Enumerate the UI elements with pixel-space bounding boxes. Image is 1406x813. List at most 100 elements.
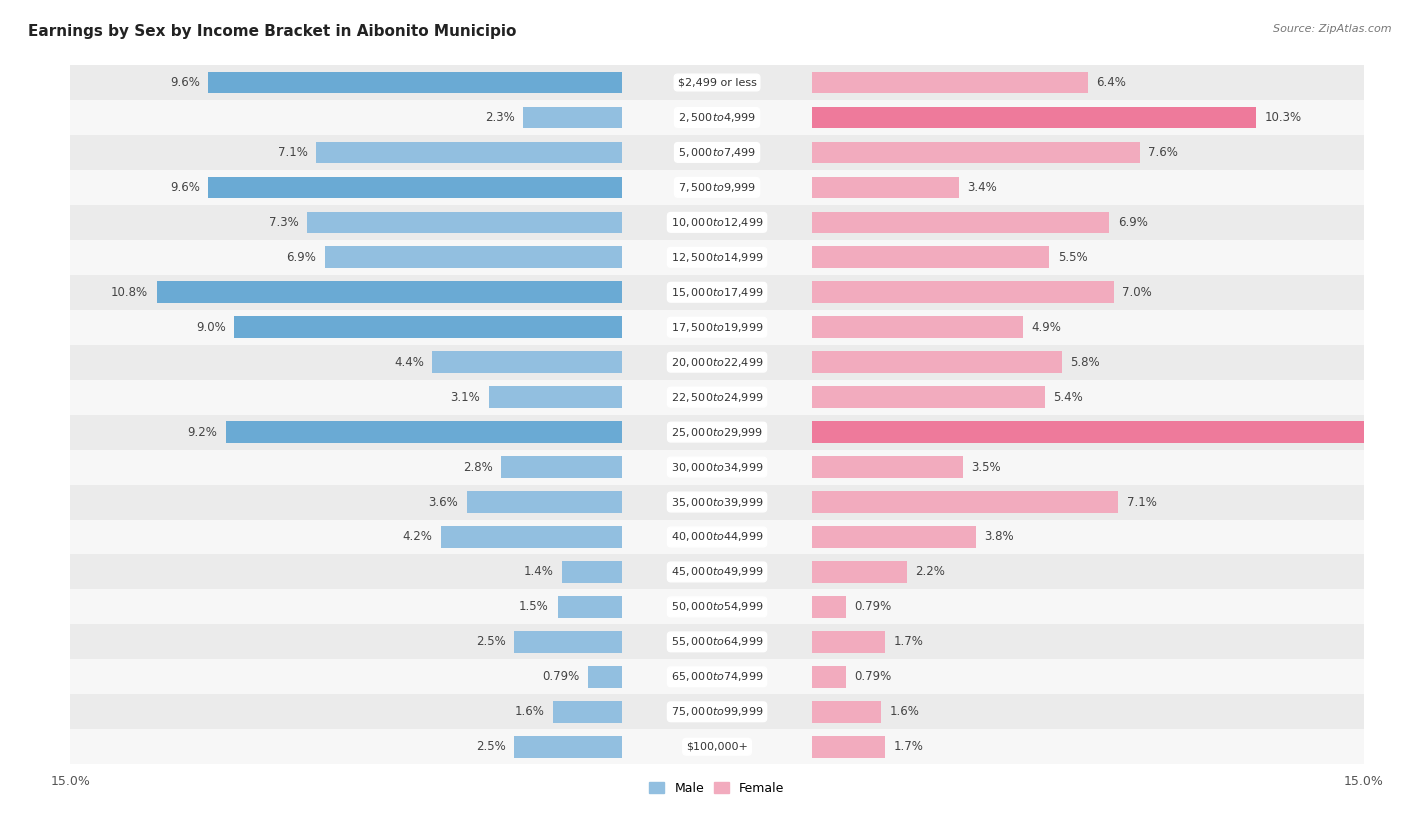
Bar	[70, 485, 1364, 520]
Bar	[811, 316, 1024, 338]
Bar	[515, 631, 623, 653]
Text: 6.9%: 6.9%	[1118, 216, 1147, 228]
Text: Earnings by Sex by Income Bracket in Aibonito Municipio: Earnings by Sex by Income Bracket in Aib…	[28, 24, 516, 39]
Bar	[308, 211, 623, 233]
Bar	[811, 491, 1118, 513]
Bar	[811, 666, 846, 688]
Text: $100,000+: $100,000+	[686, 741, 748, 752]
Bar	[208, 176, 623, 198]
Bar	[811, 246, 1049, 268]
Bar	[811, 281, 1114, 303]
Bar	[811, 701, 882, 723]
Bar	[467, 491, 623, 513]
Text: 7.3%: 7.3%	[269, 216, 299, 228]
Bar	[70, 310, 1364, 345]
Bar	[811, 141, 1140, 163]
Text: 6.9%: 6.9%	[287, 251, 316, 263]
Text: 4.4%: 4.4%	[394, 356, 423, 368]
Text: 5.5%: 5.5%	[1057, 251, 1087, 263]
Text: 9.6%: 9.6%	[170, 76, 200, 89]
Text: 2.5%: 2.5%	[477, 741, 506, 753]
Bar	[70, 589, 1364, 624]
Bar	[811, 107, 1256, 128]
Bar	[70, 275, 1364, 310]
Text: 0.79%: 0.79%	[855, 601, 891, 613]
Bar	[70, 240, 1364, 275]
Text: 9.2%: 9.2%	[187, 426, 217, 438]
Bar	[562, 561, 623, 583]
Text: $75,000 to $99,999: $75,000 to $99,999	[671, 706, 763, 718]
Bar	[523, 107, 623, 128]
Bar	[235, 316, 623, 338]
Bar	[433, 351, 623, 373]
Bar	[811, 526, 976, 548]
Text: 6.4%: 6.4%	[1097, 76, 1126, 89]
Text: $65,000 to $74,999: $65,000 to $74,999	[671, 671, 763, 683]
Text: $40,000 to $44,999: $40,000 to $44,999	[671, 531, 763, 543]
Text: 3.5%: 3.5%	[972, 461, 1001, 473]
Text: 1.4%: 1.4%	[523, 566, 553, 578]
Bar	[70, 65, 1364, 100]
Bar	[70, 135, 1364, 170]
Text: 5.4%: 5.4%	[1053, 391, 1083, 403]
Text: 4.2%: 4.2%	[402, 531, 433, 543]
Bar	[70, 450, 1364, 485]
Text: $12,500 to $14,999: $12,500 to $14,999	[671, 251, 763, 263]
Bar	[70, 520, 1364, 554]
Bar	[811, 211, 1109, 233]
Bar	[70, 380, 1364, 415]
Bar	[156, 281, 623, 303]
Text: 1.7%: 1.7%	[894, 636, 924, 648]
Text: 4.9%: 4.9%	[1032, 321, 1062, 333]
Bar	[553, 701, 623, 723]
Legend: Male, Female: Male, Female	[644, 777, 790, 800]
Bar	[70, 729, 1364, 764]
Text: 7.0%: 7.0%	[1122, 286, 1152, 298]
Bar	[811, 631, 886, 653]
Bar	[488, 386, 623, 408]
Bar	[811, 561, 907, 583]
Bar	[225, 421, 623, 443]
Text: $2,500 to $4,999: $2,500 to $4,999	[678, 111, 756, 124]
Text: 10.3%: 10.3%	[1264, 111, 1302, 124]
Text: 2.8%: 2.8%	[463, 461, 494, 473]
Text: $7,500 to $9,999: $7,500 to $9,999	[678, 181, 756, 193]
Text: $30,000 to $34,999: $30,000 to $34,999	[671, 461, 763, 473]
Bar	[515, 736, 623, 758]
Bar	[811, 736, 886, 758]
Bar	[588, 666, 623, 688]
Bar	[502, 456, 623, 478]
Bar	[70, 170, 1364, 205]
Text: $10,000 to $12,499: $10,000 to $12,499	[671, 216, 763, 228]
Bar	[70, 659, 1364, 694]
Text: 10.8%: 10.8%	[111, 286, 148, 298]
Text: 1.6%: 1.6%	[515, 706, 544, 718]
Text: 1.5%: 1.5%	[519, 601, 548, 613]
Text: 2.3%: 2.3%	[485, 111, 515, 124]
Text: 9.6%: 9.6%	[170, 181, 200, 193]
Text: 3.1%: 3.1%	[450, 391, 479, 403]
Bar	[811, 421, 1406, 443]
Bar	[316, 141, 623, 163]
Bar	[811, 176, 959, 198]
Text: 0.79%: 0.79%	[543, 671, 579, 683]
Bar	[70, 624, 1364, 659]
Text: 1.6%: 1.6%	[890, 706, 920, 718]
Bar	[70, 415, 1364, 450]
Text: 0.79%: 0.79%	[855, 671, 891, 683]
Bar	[70, 694, 1364, 729]
Text: 3.4%: 3.4%	[967, 181, 997, 193]
Text: $25,000 to $29,999: $25,000 to $29,999	[671, 426, 763, 438]
Bar	[811, 72, 1088, 93]
Bar	[70, 345, 1364, 380]
Bar	[70, 100, 1364, 135]
Text: 2.2%: 2.2%	[915, 566, 945, 578]
Text: $45,000 to $49,999: $45,000 to $49,999	[671, 566, 763, 578]
Bar	[325, 246, 623, 268]
Bar	[441, 526, 623, 548]
Text: $5,000 to $7,499: $5,000 to $7,499	[678, 146, 756, 159]
Bar	[70, 554, 1364, 589]
Text: 3.6%: 3.6%	[429, 496, 458, 508]
Text: $22,500 to $24,999: $22,500 to $24,999	[671, 391, 763, 403]
Text: $15,000 to $17,499: $15,000 to $17,499	[671, 286, 763, 298]
